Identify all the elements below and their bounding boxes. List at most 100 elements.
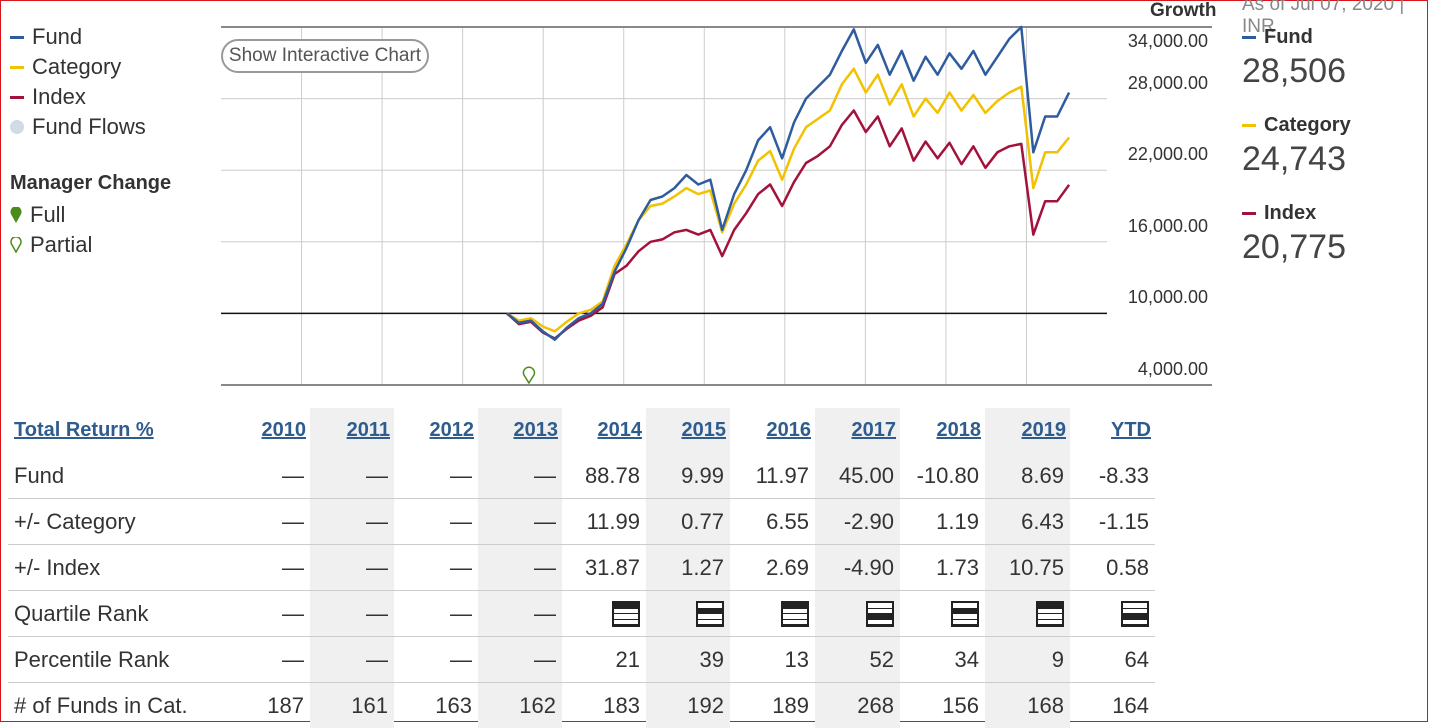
year-header-2012[interactable]: 2012 bbox=[394, 408, 478, 453]
table-row: Quartile Rank———— bbox=[8, 591, 1155, 637]
table-cell: — bbox=[310, 499, 394, 545]
table-cell: 52 bbox=[815, 637, 900, 683]
table-cell: 0.77 bbox=[646, 499, 730, 545]
y-tick-label: 10,000.00 bbox=[1128, 287, 1208, 308]
table-cell: 6.43 bbox=[985, 499, 1070, 545]
table-cell: 64 bbox=[1070, 637, 1155, 683]
table-cell: 11.99 bbox=[562, 499, 646, 545]
table-cell: — bbox=[310, 545, 394, 591]
table-cell: 13 bbox=[730, 637, 815, 683]
index-swatch-icon bbox=[1242, 212, 1256, 215]
table-cell: 8.69 bbox=[985, 453, 1070, 499]
summary-value-index: 20,775 bbox=[1242, 228, 1346, 267]
table-cell: 9.99 bbox=[646, 453, 730, 499]
year-header-ytd[interactable]: YTD bbox=[1070, 408, 1155, 453]
table-cell: — bbox=[478, 637, 562, 683]
growth-chart bbox=[0, 0, 1430, 400]
table-cell: — bbox=[310, 591, 394, 637]
table-cell: -1.15 bbox=[1070, 499, 1155, 545]
table-cell: — bbox=[226, 545, 310, 591]
y-tick-label: 28,000.00 bbox=[1128, 73, 1208, 94]
row-label: Quartile Rank bbox=[8, 591, 226, 637]
chart-title: Growth bbox=[1150, 0, 1217, 22]
table-cell: 11.97 bbox=[730, 453, 815, 499]
table-cell: — bbox=[226, 499, 310, 545]
year-header-2015[interactable]: 2015 bbox=[646, 408, 730, 453]
year-header-2010[interactable]: 2010 bbox=[226, 408, 310, 453]
table-cell: 183 bbox=[562, 683, 646, 728]
table-cell: — bbox=[394, 545, 478, 591]
table-cell: 88.78 bbox=[562, 453, 646, 499]
table-cell: -2.90 bbox=[815, 499, 900, 545]
row-label: +/- Category bbox=[8, 499, 226, 545]
table-cell: — bbox=[478, 453, 562, 499]
table-cell: 187 bbox=[226, 683, 310, 728]
table-cell: 163 bbox=[394, 683, 478, 728]
fund-swatch-icon bbox=[1242, 36, 1256, 39]
summary-label-category: Category bbox=[1242, 114, 1351, 137]
table-cell: 34 bbox=[900, 637, 985, 683]
table-cell: — bbox=[394, 637, 478, 683]
table-cell: 1.27 bbox=[646, 545, 730, 591]
summary-label-fund: Fund bbox=[1242, 26, 1313, 49]
series-line-fund bbox=[507, 27, 1069, 340]
y-tick-label: 34,000.00 bbox=[1128, 31, 1208, 52]
table-cell: — bbox=[226, 591, 310, 637]
table-cell: -10.80 bbox=[900, 453, 985, 499]
table-cell: -8.33 bbox=[1070, 453, 1155, 499]
table-cell: -4.90 bbox=[815, 545, 900, 591]
summary-label-index: Index bbox=[1242, 202, 1316, 225]
table-cell: 189 bbox=[730, 683, 815, 728]
year-header-2017[interactable]: 2017 bbox=[815, 408, 900, 453]
quartile-rank-icon bbox=[730, 591, 815, 637]
table-cell: — bbox=[394, 591, 478, 637]
summary-value-category: 24,743 bbox=[1242, 140, 1346, 179]
row-label: Percentile Rank bbox=[8, 637, 226, 683]
year-header-2019[interactable]: 2019 bbox=[985, 408, 1070, 453]
year-header-2016[interactable]: 2016 bbox=[730, 408, 815, 453]
table-cell: — bbox=[310, 453, 394, 499]
table-cell: 168 bbox=[985, 683, 1070, 728]
year-header-2018[interactable]: 2018 bbox=[900, 408, 985, 453]
table-cell: — bbox=[478, 591, 562, 637]
table-cell: — bbox=[226, 637, 310, 683]
quartile-rank-icon bbox=[900, 591, 985, 637]
summary-label-text: Fund bbox=[1264, 26, 1313, 49]
year-header-2014[interactable]: 2014 bbox=[562, 408, 646, 453]
quartile-rank-icon bbox=[815, 591, 900, 637]
table-cell: — bbox=[310, 637, 394, 683]
table-cell: — bbox=[226, 453, 310, 499]
year-header-2013[interactable]: 2013 bbox=[478, 408, 562, 453]
quartile-rank-icon bbox=[985, 591, 1070, 637]
quartile-rank-icon bbox=[562, 591, 646, 637]
table-cell: 1.19 bbox=[900, 499, 985, 545]
year-header-2011[interactable]: 2011 bbox=[310, 408, 394, 453]
table-cell: 31.87 bbox=[562, 545, 646, 591]
row-label: +/- Index bbox=[8, 545, 226, 591]
y-tick-label: 4,000.00 bbox=[1138, 359, 1208, 380]
quartile-rank-icon bbox=[646, 591, 730, 637]
chart-series bbox=[507, 27, 1069, 340]
table-cell: 0.58 bbox=[1070, 545, 1155, 591]
row-label: Fund bbox=[8, 453, 226, 499]
table-cell: — bbox=[478, 545, 562, 591]
show-interactive-chart-button[interactable]: Show Interactive Chart bbox=[221, 39, 429, 73]
y-tick-label: 16,000.00 bbox=[1128, 216, 1208, 237]
partial-manager-change-icon bbox=[523, 367, 534, 383]
table-cell: — bbox=[394, 453, 478, 499]
row-label: # of Funds in Cat. bbox=[8, 683, 226, 728]
y-tick-label: 22,000.00 bbox=[1128, 144, 1208, 165]
total-return-header-link[interactable]: Total Return % bbox=[8, 408, 226, 453]
table-cell: 2.69 bbox=[730, 545, 815, 591]
series-line-category bbox=[507, 69, 1069, 332]
table-cell: 9 bbox=[985, 637, 1070, 683]
summary-value-fund: 28,506 bbox=[1242, 52, 1346, 91]
table-cell: 162 bbox=[478, 683, 562, 728]
table-cell: — bbox=[394, 499, 478, 545]
